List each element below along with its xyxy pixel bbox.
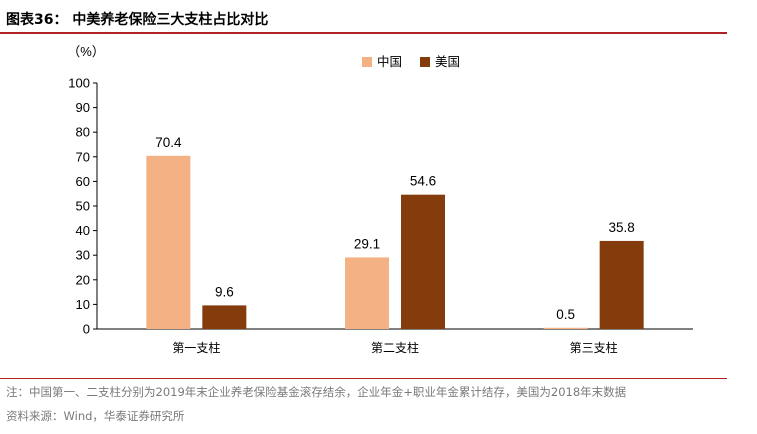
footer-divider [0, 378, 727, 379]
bar [202, 305, 247, 329]
bar-value-label: 35.8 [609, 220, 635, 235]
y-tick-label: 50 [76, 199, 90, 214]
y-tick-label: 100 [68, 76, 90, 91]
y-tick-label: 60 [76, 174, 90, 189]
y-tick-label: 70 [76, 149, 90, 164]
bar-value-label: 0.5 [556, 307, 575, 322]
legend-label: 美国 [435, 55, 460, 69]
bar-value-label: 54.6 [410, 174, 436, 189]
bar [543, 327, 588, 329]
bar-value-label: 9.6 [215, 284, 234, 299]
bar-chart: （%） 0 10 20 30 40 50 60 70 80 90 100 第一支柱 70.4 9.6 第二支柱… [67, 44, 693, 355]
y-tick-label: 40 [76, 223, 90, 238]
legend-label: 中国 [377, 54, 402, 69]
x-category-label: 第三支柱 [570, 340, 618, 355]
x-category-label: 第一支柱 [172, 340, 220, 355]
y-tick-label: 20 [76, 272, 90, 287]
legend-swatch [420, 57, 430, 67]
figure-note: 注：中国第一、二支柱分别为2019年末企业养老保险基金滚存结余，企业年金+职业年… [6, 385, 627, 399]
bar-value-label: 29.1 [354, 236, 380, 251]
title-divider [0, 32, 727, 34]
bar [401, 194, 445, 329]
bar [599, 240, 644, 329]
y-tick-label: 10 [76, 297, 90, 312]
bar-value-label: 70.4 [155, 135, 182, 150]
y-axis-label: （%） [67, 44, 105, 59]
y-tick-label: 90 [76, 100, 90, 115]
y-tick-label: 0 [83, 322, 90, 337]
x-category-label: 第二支柱 [371, 340, 419, 355]
bar [146, 155, 191, 329]
y-tick-label: 30 [76, 248, 90, 263]
y-tick-label: 80 [76, 125, 90, 140]
legend-swatch [362, 57, 372, 67]
figure-title: 图表36： 中美养老保险三大支柱占比对比 [6, 12, 269, 28]
figure-source: 资料来源：Wind，华泰证券研究所 [6, 409, 185, 423]
bar [345, 257, 389, 329]
